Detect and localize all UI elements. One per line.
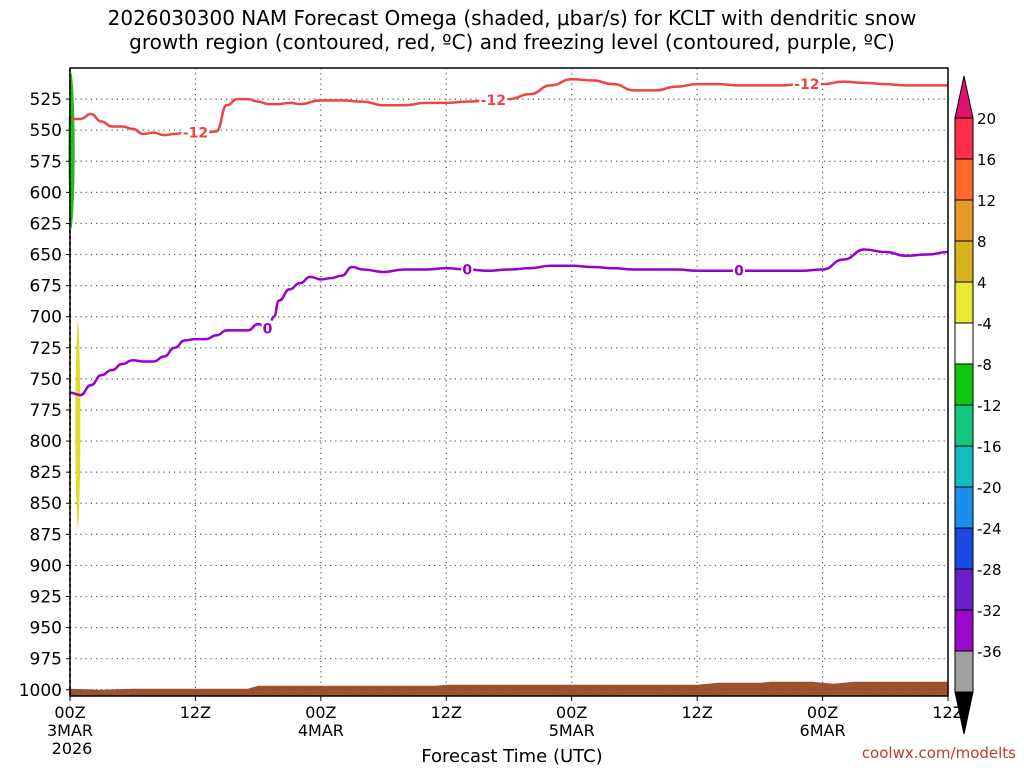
x-tick-label: 00Z [556, 703, 587, 722]
contour-label-background [479, 92, 508, 109]
colorbar-swatch [954, 322, 974, 365]
colorbar-top-arrow [954, 75, 974, 119]
x-tick-label: 12Z [681, 703, 712, 722]
colorbar-swatch [954, 158, 974, 201]
x-tick-label: 3MAR [47, 721, 93, 740]
y-tick-label: 700 [30, 308, 62, 328]
colorbar-label: 12 [977, 192, 996, 210]
colorbar-swatch [954, 486, 974, 529]
colorbar-swatch [954, 240, 974, 283]
colorbar-label: -36 [977, 643, 1002, 661]
x-tick-label: 5MAR [549, 721, 595, 740]
y-tick-label: 800 [30, 432, 62, 452]
dgz-contour-label: -12 [183, 126, 208, 142]
colorbar-label: -24 [977, 520, 1002, 538]
y-tick-label: 750 [30, 370, 62, 390]
colorbar-swatch [954, 199, 974, 242]
colorbar-swatch [954, 609, 974, 652]
omega-colorbar: 20 16 12 8 4 -4 -8 -12 -16 -20 -24 -28 -32 -36 [954, 75, 1002, 735]
omega-shaded-region [75, 316, 81, 532]
colorbar-label: -32 [977, 602, 1002, 620]
x-tick-label: 6MAR [800, 721, 846, 740]
colorbar-swatch [954, 445, 974, 488]
colorbar-label: 4 [977, 274, 987, 292]
y-tick-label: 1000 [19, 681, 62, 701]
chart-title-line1: 2026030300 NAM Forecast Omega (shaded, μ… [107, 6, 917, 30]
y-tick-label: 850 [30, 494, 62, 514]
y-tick-label: 600 [30, 183, 62, 203]
contour-label-background [181, 124, 210, 141]
colorbar-swatch [954, 568, 974, 611]
y-tick-label: 975 [30, 650, 62, 670]
freezing-level-contour-label: 0 [263, 322, 273, 338]
y-tick-label: 625 [30, 214, 62, 234]
colorbar-swatch [954, 404, 974, 447]
x-tick-label: 12Z [180, 703, 211, 722]
x-tick-label: 00Z [54, 703, 85, 722]
terrain-shading [70, 681, 948, 696]
dgz-contour-line [69, 77, 948, 137]
contour-label-background [461, 261, 474, 278]
chart-title-line2: growth region (contoured, red, ºC) and f… [129, 30, 895, 54]
x-tick-label: 2026 [52, 739, 93, 758]
dgz-contour-label: -12 [481, 93, 506, 109]
freezing-level-contour-label: 0 [734, 264, 744, 280]
y-tick-label: 575 [30, 152, 62, 172]
colorbar-label: 20 [977, 110, 996, 128]
colorbar-bottom-arrow [954, 691, 974, 735]
colorbar-swatch [954, 117, 974, 160]
contour-label-background [732, 262, 745, 279]
colorbar-label: -16 [977, 438, 1002, 456]
y-tick-label: 525 [30, 90, 62, 110]
colorbar-label: -12 [977, 397, 1002, 415]
x-axis-title: Forecast Time (UTC) [421, 746, 603, 767]
freezing-level-contour-line [69, 248, 949, 397]
colorbar-label: 8 [977, 233, 987, 251]
colorbar-swatch [954, 363, 974, 406]
y-tick-label: 950 [30, 619, 62, 639]
y-tick-label: 775 [30, 401, 62, 421]
colorbar-swatch [954, 281, 974, 324]
contour-label-background [792, 76, 821, 93]
y-tick-label: 725 [30, 339, 62, 359]
y-tick-label: 900 [30, 556, 62, 576]
dgz-contour-label: -12 [794, 77, 819, 93]
colorbar-label: -20 [977, 479, 1002, 497]
colorbar-swatch [954, 527, 974, 570]
contour-label-background [261, 320, 274, 337]
y-tick-label: 875 [30, 525, 62, 545]
y-tick-label: 650 [30, 246, 62, 266]
credit-text: coolwx.com/modelts [861, 744, 1016, 762]
colorbar-label: 16 [977, 151, 996, 169]
y-tick-label: 550 [30, 121, 62, 141]
colorbar-swatch [954, 650, 974, 693]
x-tick-label: 4MAR [298, 721, 344, 740]
x-tick-label: 00Z [305, 703, 336, 722]
x-tick-label: 12Z [431, 703, 462, 722]
colorbar-label: -4 [977, 315, 992, 333]
plot-frame [69, 67, 949, 697]
freezing-level-contour-label: 0 [462, 262, 472, 278]
colorbar-label: -8 [977, 356, 992, 374]
x-tick-label: 00Z [807, 703, 838, 722]
x-tick-label: 12Z [932, 703, 963, 722]
y-tick-label: 675 [30, 277, 62, 297]
colorbar-label: -28 [977, 561, 1002, 579]
y-tick-label: 825 [30, 463, 62, 483]
y-tick-label: 925 [30, 588, 62, 608]
